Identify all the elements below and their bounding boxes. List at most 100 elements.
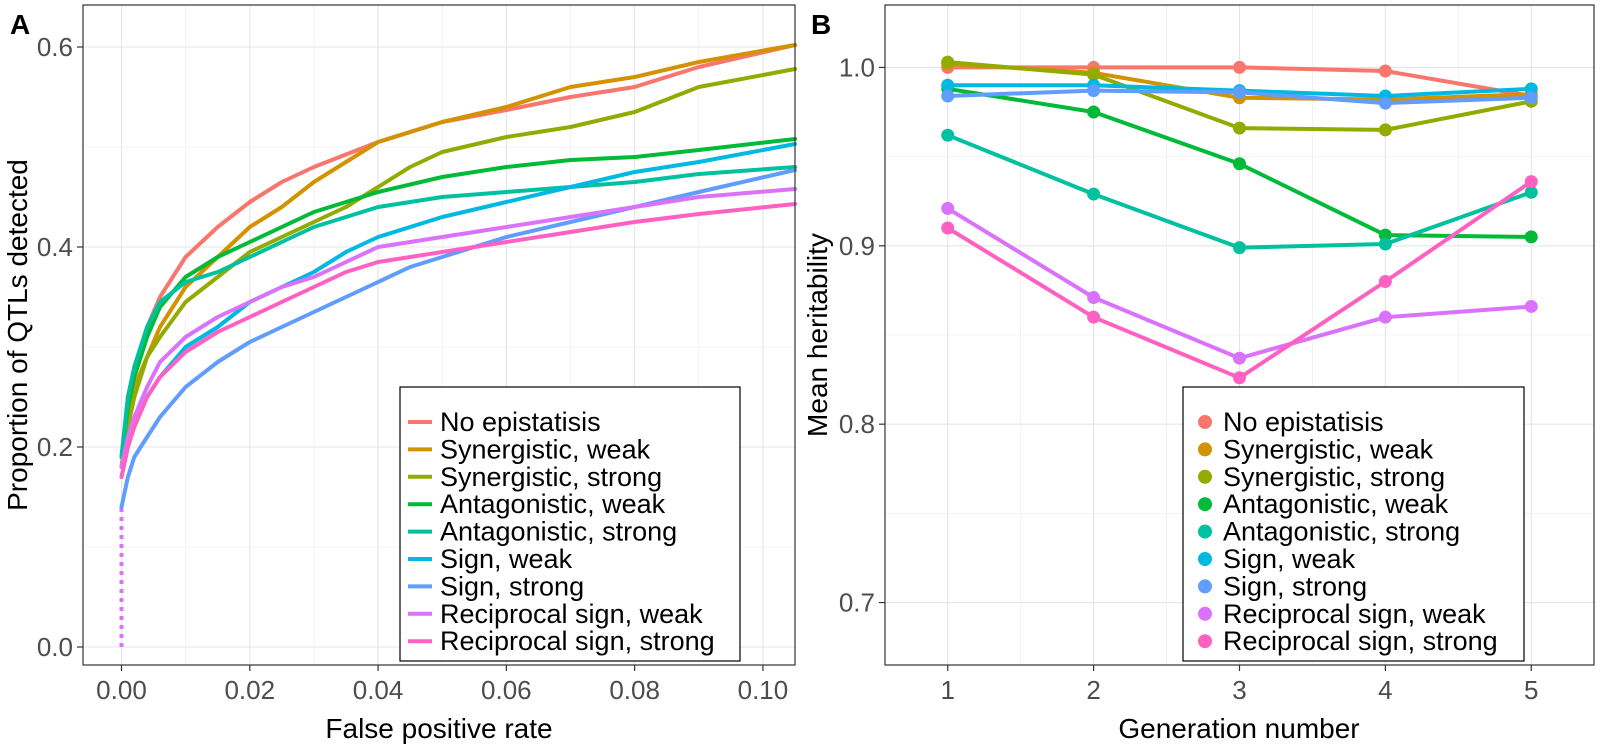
data-point-sign-strong — [1524, 91, 1538, 105]
legend-label-synergistic-strong: Synergistic, strong — [1223, 462, 1445, 492]
panel-b-y-axis-title: Mean heritability — [802, 233, 833, 437]
panel-a-border — [82, 4, 796, 666]
legend-label-sign-weak: Sign, weak — [1223, 544, 1356, 574]
panel-b-series — [941, 55, 1538, 385]
data-point-reciprocal-sign-weak — [941, 201, 955, 215]
legend-label-synergistic-weak: Synergistic, weak — [440, 434, 651, 464]
legend-label-antagonistic-strong: Antagonistic, strong — [1223, 517, 1460, 547]
data-point-synergistic-strong — [1233, 121, 1246, 135]
x-tick-label: 3 — [1232, 675, 1246, 705]
legend-box — [1182, 386, 1525, 662]
data-point-no-epistatisis — [1378, 64, 1392, 78]
y-tick-label: 0.4 — [37, 232, 73, 262]
x-tick-label: 4 — [1378, 675, 1392, 705]
panel-b-x-axis-title: Generation number — [1118, 713, 1359, 744]
data-point-antagonistic-weak — [1378, 228, 1392, 242]
x-tick-label: 0.06 — [481, 675, 532, 705]
series-line-reciprocal-sign-weak — [119, 187, 797, 469]
legend-key-reciprocal-sign-strong — [1198, 634, 1212, 649]
x-tick-label: 5 — [1524, 675, 1538, 705]
y-tick-label: 0.0 — [37, 632, 73, 662]
x-tick-label: 2 — [1086, 675, 1100, 705]
data-point-antagonistic-weak — [1524, 230, 1538, 244]
panel-a-x-axis-title: False positive rate — [325, 713, 552, 744]
x-tick-label: 0.04 — [353, 675, 404, 705]
legend-label-no-epistatisis: No epistatisis — [1223, 407, 1384, 437]
panel-a-series — [119, 43, 797, 647]
legend-label-antagonistic-weak: Antagonistic, weak — [1223, 489, 1449, 519]
legend-label-antagonistic-strong: Antagonistic, strong — [440, 517, 677, 547]
data-point-sign-weak — [941, 78, 955, 92]
x-tick-label: 1 — [940, 675, 954, 705]
x-tick-label: 0.00 — [96, 675, 147, 705]
data-point-reciprocal-sign-weak — [1233, 351, 1246, 365]
panel-a: 0.00 0.02 0.04 0.06 0.08 0.10 0.0 0.2 0.4 0.6 A F… — [2, 4, 797, 744]
series-line-reciprocal-sign-strong — [119, 202, 797, 479]
y-tick-label: 1.0 — [839, 52, 875, 82]
data-point-reciprocal-sign-strong — [1378, 274, 1392, 288]
panel-a-y-axis-title: Proportion of QTLs detected — [2, 159, 33, 511]
legend-label-reciprocal-sign-strong: Reciprocal sign, strong — [1223, 626, 1498, 656]
panel-a-tag: A — [10, 9, 30, 40]
data-point-sign-weak — [1524, 82, 1538, 96]
data-point-reciprocal-sign-strong — [1233, 371, 1246, 385]
legend-key-no-epistatisis — [1198, 415, 1212, 429]
legend-key-antagonistic-weak — [1198, 497, 1212, 512]
y-tick-label: 0.8 — [839, 409, 875, 439]
data-point-sign-strong — [941, 89, 955, 103]
data-point-sign-strong — [1233, 85, 1246, 99]
data-point-reciprocal-sign-weak — [1524, 299, 1538, 313]
legend-label-sign-strong: Sign, strong — [1223, 571, 1367, 601]
x-tick-label: 0.10 — [738, 675, 789, 705]
legend-label-synergistic-strong: Synergistic, strong — [440, 462, 662, 492]
data-point-synergistic-strong — [941, 55, 955, 69]
panel-b: 1 2 3 4 5 0.7 0.8 0.9 1.0 B Generation number Me… — [802, 4, 1595, 744]
legend-label-reciprocal-sign-weak: Reciprocal sign, weak — [440, 599, 703, 629]
legend-label-antagonistic-weak: Antagonistic, weak — [440, 489, 666, 519]
data-point-synergistic-strong — [1087, 68, 1101, 82]
data-point-antagonistic-weak — [1087, 105, 1101, 119]
y-tick-label: 0.2 — [37, 432, 73, 462]
data-point-reciprocal-sign-weak — [1087, 291, 1101, 305]
data-point-reciprocal-sign-strong — [1524, 175, 1538, 189]
legend-key-sign-strong — [1198, 579, 1212, 594]
data-point-antagonistic-strong — [1378, 237, 1392, 251]
legend-key-sign-weak — [1198, 552, 1212, 566]
series-line-sign-strong — [119, 168, 797, 509]
x-tick-label: 0.02 — [224, 675, 275, 705]
legend-label-sign-strong: Sign, strong — [440, 571, 584, 601]
legend-label-no-epistatisis: No epistatisis — [440, 407, 601, 437]
y-tick-label: 0.9 — [839, 231, 875, 261]
legend-key-synergistic-strong — [1198, 469, 1212, 484]
data-point-reciprocal-sign-weak — [1378, 310, 1392, 324]
data-point-no-epistatisis — [1233, 60, 1246, 74]
series-line-antagonistic-weak — [119, 137, 797, 459]
data-point-antagonistic-strong — [1087, 187, 1101, 201]
panel-a-tick-labels: 0.00 0.02 0.04 0.06 0.08 0.10 0.0 0.2 0.4 0.6 — [37, 32, 788, 705]
legend-box — [399, 386, 741, 662]
panel-b-tag: B — [811, 9, 831, 40]
data-point-sign-strong — [1087, 84, 1101, 98]
data-point-synergistic-strong — [1378, 123, 1392, 137]
data-point-reciprocal-sign-strong — [941, 221, 955, 235]
data-point-reciprocal-sign-strong — [1087, 310, 1101, 324]
legend-key-antagonistic-strong — [1198, 524, 1212, 539]
legend-key-reciprocal-sign-weak — [1198, 606, 1212, 621]
data-point-antagonistic-strong — [1233, 241, 1246, 255]
data-point-antagonistic-weak — [1233, 157, 1246, 171]
y-tick-label: 0.6 — [37, 32, 73, 62]
series-line-synergistic-strong — [119, 67, 797, 469]
data-point-antagonistic-strong — [1524, 185, 1538, 199]
x-tick-label: 0.08 — [609, 675, 660, 705]
data-point-antagonistic-strong — [941, 128, 955, 142]
legend-key-synergistic-weak — [1198, 442, 1212, 457]
legend-label-synergistic-weak: Synergistic, weak — [1223, 434, 1434, 464]
data-point-sign-strong — [1378, 96, 1392, 110]
panel-b-tick-labels: 1 2 3 4 5 0.7 0.8 0.9 1.0 — [839, 52, 1539, 705]
legend-label-reciprocal-sign-weak: Reciprocal sign, weak — [1223, 599, 1486, 629]
legend-label-reciprocal-sign-strong: Reciprocal sign, strong — [440, 626, 715, 656]
y-tick-label: 0.7 — [839, 588, 875, 618]
